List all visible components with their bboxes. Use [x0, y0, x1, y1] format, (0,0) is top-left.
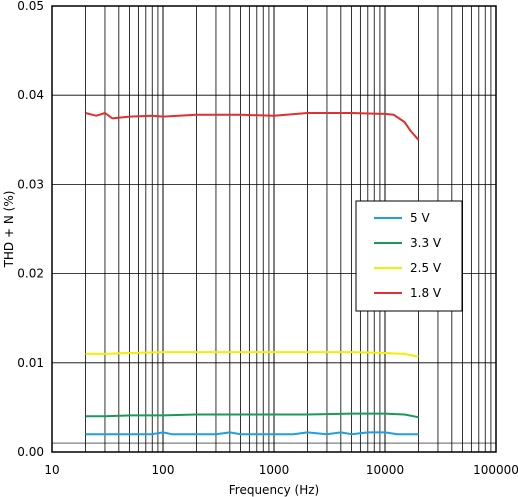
plot-frame — [51, 5, 497, 453]
y-tick-label: 0.04 — [17, 88, 44, 102]
legend-label: 1.8 V — [410, 286, 442, 300]
y-axis-title: THD + N (%) — [2, 191, 16, 269]
tick-labels: 10 100 1000 10000 100000 0.00 0.01 0.02 0.03 0.04… — [17, 0, 518, 477]
x-axis-title: Frequency (Hz) — [229, 483, 320, 497]
series-line-2 — [85, 412, 419, 419]
x-tick-label: 100 — [152, 463, 175, 477]
x-tick-label: 1000 — [259, 463, 290, 477]
y-tick-label: 0.05 — [17, 0, 44, 13]
y-tick-label: 0.01 — [17, 356, 44, 370]
series-line-4 — [85, 112, 420, 141]
legend: 5 V 3.3 V 2.5 V 1.8 V — [355, 200, 463, 312]
legend-label: 3.3 V — [410, 236, 442, 250]
series-layer — [85, 112, 420, 436]
legend-label: 5 V — [410, 211, 430, 225]
legend-box — [355, 200, 463, 312]
series-line-1 — [85, 431, 419, 436]
y-tick-label: 0.03 — [17, 177, 44, 191]
y-tick-label: 0.00 — [17, 445, 44, 459]
x-tick-label: 10000 — [366, 463, 404, 477]
x-tick-label: 100000 — [473, 463, 518, 477]
y-tick-label: 0.02 — [17, 267, 44, 281]
legend-label: 2.5 V — [410, 261, 442, 275]
x-tick-label: 10 — [44, 463, 59, 477]
series-line-3 — [85, 351, 419, 358]
